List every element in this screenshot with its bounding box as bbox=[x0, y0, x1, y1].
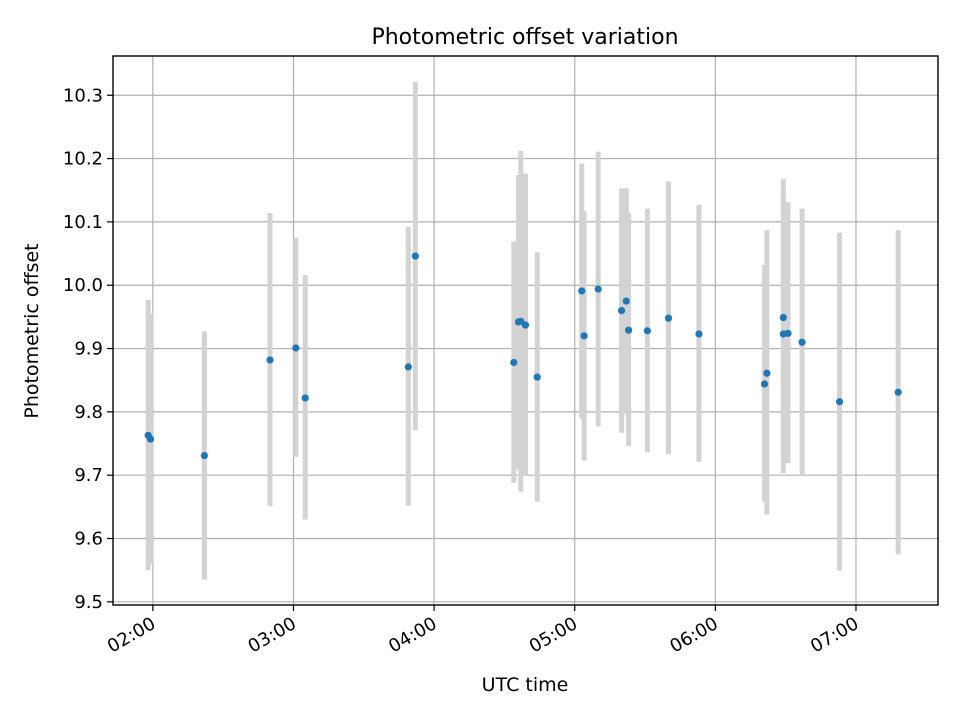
data-point bbox=[835, 398, 844, 406]
chart-title: Photometric offset variation bbox=[371, 25, 678, 50]
data-point bbox=[695, 330, 703, 338]
data-point bbox=[521, 321, 530, 329]
data-point bbox=[784, 329, 792, 337]
data-point bbox=[533, 373, 541, 381]
y-tick-label: 9.7 bbox=[74, 465, 103, 486]
y-tick-label: 9.9 bbox=[74, 339, 103, 360]
data-point bbox=[146, 435, 155, 443]
data-point bbox=[622, 297, 630, 305]
data-point bbox=[760, 380, 769, 388]
data-point bbox=[292, 344, 300, 352]
x-axis-label: UTC time bbox=[482, 674, 569, 696]
data-point bbox=[779, 313, 787, 322]
x-tick-label: 04:00 bbox=[385, 613, 440, 657]
data-point bbox=[643, 327, 651, 335]
tick-layer: 02:00 03:00 04:00 05:00 06:00 07:00 9.5 9.6 9.7 9… bbox=[63, 85, 863, 657]
data-point bbox=[411, 252, 419, 260]
data-point bbox=[625, 326, 633, 334]
y-tick-label: 10.0 bbox=[63, 275, 103, 296]
x-tick-label: 03:00 bbox=[245, 613, 300, 657]
x-tick-label: 06:00 bbox=[666, 613, 721, 657]
y-tick-label: 9.5 bbox=[74, 592, 103, 613]
plot-frame bbox=[112, 55, 939, 606]
y-tick-label: 10.3 bbox=[63, 85, 103, 106]
data-point bbox=[266, 356, 274, 364]
y-tick-label: 9.8 bbox=[74, 402, 103, 423]
data-point bbox=[763, 369, 771, 377]
y-tick-label: 10.1 bbox=[63, 212, 103, 233]
data-point bbox=[200, 451, 209, 460]
data-point bbox=[404, 363, 412, 371]
x-tick-label: 02:00 bbox=[104, 613, 159, 657]
x-tick-label: 05:00 bbox=[526, 613, 581, 657]
data-point bbox=[301, 394, 309, 402]
data-point bbox=[617, 306, 626, 315]
y-tick-label: 10.2 bbox=[63, 149, 103, 170]
data-point bbox=[580, 332, 588, 340]
data-point bbox=[594, 285, 602, 293]
data-point bbox=[894, 388, 902, 396]
data-point bbox=[664, 314, 673, 322]
data-point bbox=[510, 358, 518, 367]
x-tick-label: 07:00 bbox=[807, 613, 862, 657]
y-axis-label: Photometric offset bbox=[21, 243, 43, 418]
point-layer bbox=[144, 252, 902, 460]
data-point bbox=[578, 287, 586, 295]
y-tick-label: 9.6 bbox=[74, 529, 103, 550]
data-point bbox=[798, 338, 806, 346]
